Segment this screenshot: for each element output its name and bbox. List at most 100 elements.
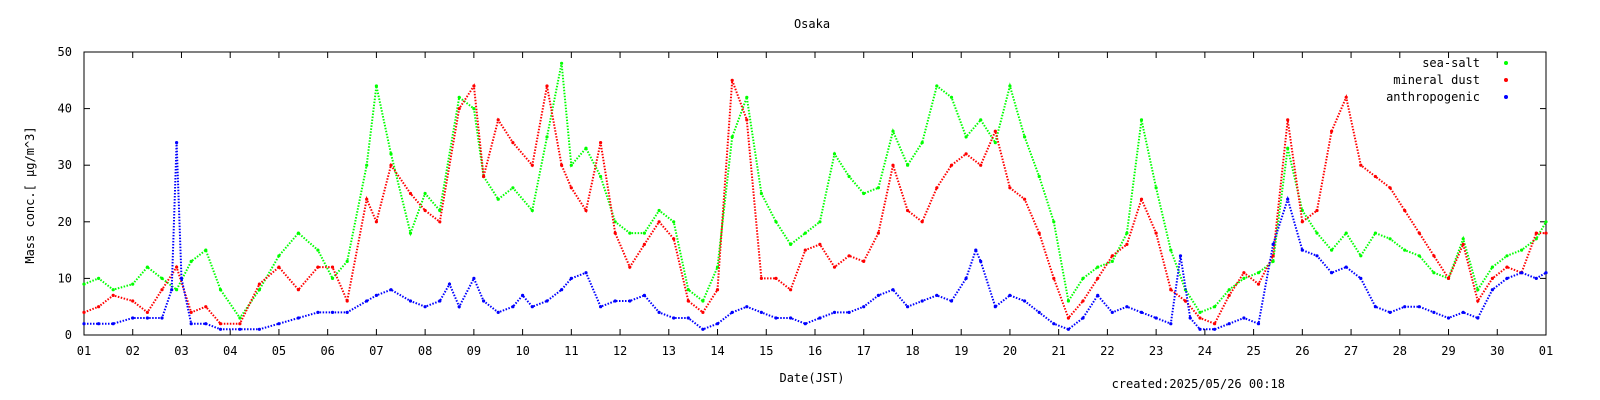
data-point bbox=[257, 327, 261, 331]
data-point bbox=[1169, 248, 1173, 252]
data-point bbox=[906, 208, 910, 213]
data-point bbox=[189, 259, 193, 263]
x-tick-label: 14 bbox=[710, 344, 724, 358]
data-point bbox=[1544, 231, 1548, 235]
data-point bbox=[832, 310, 837, 314]
data-point bbox=[730, 78, 734, 82]
data-point bbox=[560, 163, 564, 167]
data-point bbox=[1052, 276, 1056, 280]
data-point bbox=[1534, 276, 1538, 280]
data-point bbox=[1388, 186, 1392, 190]
legend-marker bbox=[1504, 78, 1508, 82]
data-point bbox=[686, 288, 690, 292]
data-point bbox=[511, 186, 515, 190]
x-tick-label: 15 bbox=[759, 344, 773, 358]
data-point bbox=[1359, 163, 1363, 167]
data-point bbox=[1344, 231, 1348, 235]
data-point bbox=[131, 299, 135, 303]
data-point bbox=[847, 310, 851, 314]
data-point bbox=[847, 254, 851, 258]
y-tick-label: 20 bbox=[58, 215, 72, 229]
data-point bbox=[1242, 316, 1246, 320]
data-point bbox=[1388, 310, 1392, 314]
x-tick-label: 25 bbox=[1246, 344, 1260, 358]
x-tick-label: 02 bbox=[126, 344, 140, 358]
data-point bbox=[521, 293, 525, 297]
data-point bbox=[935, 84, 939, 88]
data-point bbox=[862, 305, 866, 309]
data-point bbox=[238, 322, 242, 326]
data-point bbox=[672, 316, 676, 320]
data-point bbox=[189, 310, 193, 314]
data-point bbox=[408, 191, 413, 196]
data-point bbox=[111, 322, 115, 326]
created-timestamp: created:2025/05/26 00:18 bbox=[1112, 377, 1285, 391]
data-point bbox=[1271, 242, 1275, 246]
data-point bbox=[511, 141, 515, 145]
data-point bbox=[730, 310, 734, 314]
data-point bbox=[1227, 288, 1231, 292]
data-point bbox=[1125, 231, 1129, 235]
data-point bbox=[457, 107, 461, 111]
data-point bbox=[472, 107, 476, 111]
data-point bbox=[701, 310, 705, 314]
data-point bbox=[715, 288, 720, 292]
data-point bbox=[218, 288, 223, 292]
data-point bbox=[1505, 265, 1509, 269]
data-point bbox=[1023, 135, 1027, 139]
data-point bbox=[97, 276, 101, 280]
data-point bbox=[1403, 305, 1407, 309]
data-point bbox=[891, 163, 895, 167]
data-point bbox=[1256, 322, 1261, 326]
legend-marker bbox=[1504, 61, 1508, 65]
data-point bbox=[584, 208, 588, 213]
data-point bbox=[1110, 254, 1114, 258]
data-point bbox=[389, 163, 393, 167]
data-point bbox=[803, 231, 807, 235]
data-point bbox=[1359, 276, 1363, 280]
x-tick-label: 01 bbox=[1539, 344, 1553, 358]
data-point bbox=[316, 265, 320, 269]
data-point bbox=[257, 288, 261, 292]
data-point bbox=[803, 248, 807, 252]
data-point bbox=[1286, 197, 1290, 201]
data-point bbox=[1183, 299, 1187, 303]
data-point bbox=[560, 288, 564, 292]
data-point bbox=[672, 237, 676, 241]
data-point bbox=[1344, 95, 1348, 99]
y-tick-label: 0 bbox=[65, 328, 72, 342]
data-point bbox=[979, 259, 983, 263]
data-point bbox=[1081, 316, 1085, 320]
data-point bbox=[1154, 316, 1158, 320]
data-point bbox=[599, 305, 603, 309]
data-point bbox=[1066, 299, 1070, 303]
data-point bbox=[1446, 276, 1451, 280]
data-point bbox=[1023, 197, 1027, 201]
x-tick-label: 23 bbox=[1149, 344, 1163, 358]
data-point bbox=[1315, 231, 1319, 235]
data-point bbox=[613, 299, 617, 303]
data-point bbox=[584, 146, 588, 150]
data-point bbox=[1008, 293, 1012, 297]
data-point bbox=[1476, 299, 1480, 303]
data-point bbox=[1037, 174, 1041, 179]
data-point bbox=[97, 305, 101, 309]
x-tick-label: 30 bbox=[1490, 344, 1504, 358]
data-point bbox=[389, 288, 393, 292]
chart-title: Osaka bbox=[794, 17, 830, 31]
data-point bbox=[296, 316, 300, 320]
data-point bbox=[1096, 293, 1100, 297]
data-point bbox=[482, 299, 486, 303]
data-point bbox=[204, 322, 208, 326]
data-point bbox=[374, 84, 378, 88]
data-point bbox=[170, 288, 174, 292]
data-point bbox=[599, 141, 603, 145]
legend-label: sea-salt bbox=[1422, 56, 1480, 70]
data-point bbox=[111, 288, 115, 292]
data-point bbox=[949, 163, 954, 167]
data-point bbox=[1227, 322, 1231, 326]
data-point bbox=[1213, 322, 1217, 326]
data-point bbox=[472, 84, 476, 88]
data-point bbox=[745, 118, 749, 122]
data-point bbox=[1125, 242, 1129, 246]
